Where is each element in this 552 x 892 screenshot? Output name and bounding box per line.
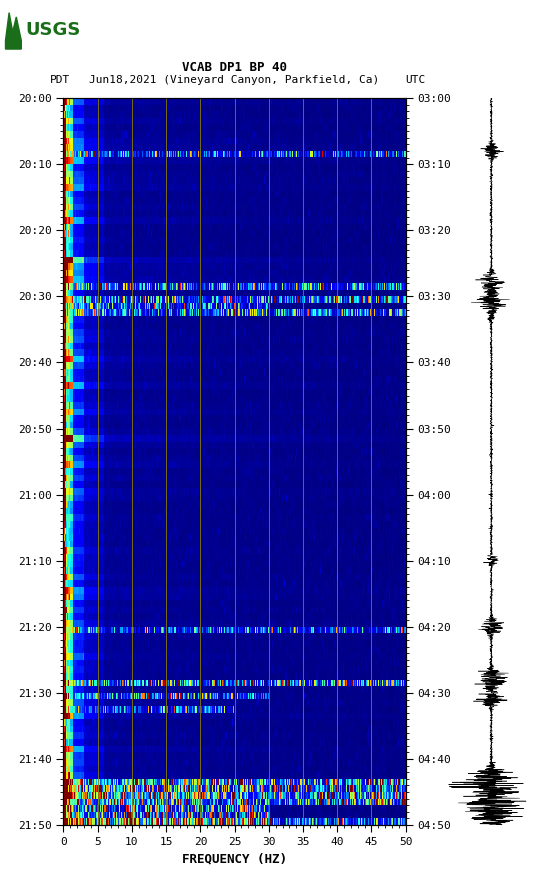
Text: PDT: PDT xyxy=(50,75,70,86)
X-axis label: FREQUENCY (HZ): FREQUENCY (HZ) xyxy=(182,853,287,865)
Text: USGS: USGS xyxy=(25,21,81,38)
Polygon shape xyxy=(6,12,22,49)
Text: Jun18,2021 (Vineyard Canyon, Parkfield, Ca): Jun18,2021 (Vineyard Canyon, Parkfield, … xyxy=(89,75,380,86)
Text: VCAB DP1 BP 40: VCAB DP1 BP 40 xyxy=(182,62,287,74)
Text: UTC: UTC xyxy=(406,75,426,86)
